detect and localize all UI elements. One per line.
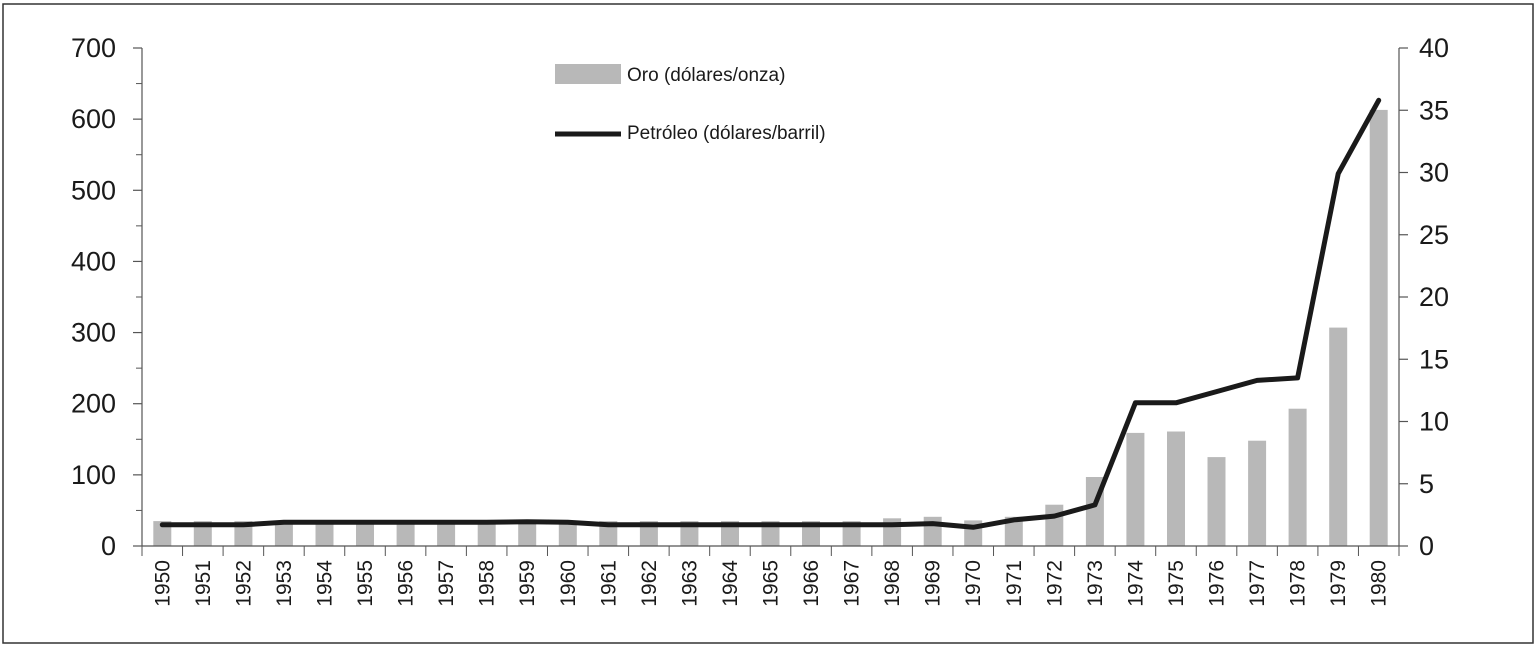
- x-tick-label-1964: 1964: [719, 560, 742, 607]
- right-tick-label: 15: [1419, 344, 1449, 374]
- left-tick-label: 100: [71, 460, 116, 490]
- left-tick-label: 0: [101, 531, 116, 561]
- bar-1951: [193, 521, 212, 546]
- bar-1963: [680, 521, 699, 546]
- x-tick-label-1963: 1963: [678, 560, 701, 607]
- bar-1977: [1248, 440, 1267, 546]
- bar-1980: [1369, 109, 1388, 547]
- bar-1953: [274, 521, 293, 546]
- right-tick-label: 5: [1419, 469, 1434, 499]
- x-tick-label-1978: 1978: [1287, 560, 1310, 607]
- left-tick-label: 500: [71, 175, 116, 205]
- x-tick-label-1959: 1959: [516, 560, 539, 607]
- bar-1961: [599, 521, 618, 546]
- bar-1956: [396, 521, 415, 546]
- bar-1965: [761, 521, 780, 546]
- x-tick-label-1976: 1976: [1206, 560, 1229, 607]
- bar-1967: [842, 521, 861, 546]
- legend-label-petroleo: Petróleo (dólares/barril): [627, 123, 826, 144]
- bar-1957: [437, 521, 456, 546]
- axes-layer: 0 100 200 300 400 500 600 700 0 5 10 15 20 25 30 35 40 19…: [71, 33, 1449, 607]
- bar-1964: [721, 521, 739, 546]
- petroleo-line: [159, 97, 1382, 530]
- left-tick-label: 600: [71, 104, 116, 134]
- right-tick-label: 10: [1419, 407, 1449, 437]
- x-tick-label-1955: 1955: [354, 560, 377, 607]
- x-tick-label-1970: 1970: [962, 560, 985, 607]
- bar-1971: [1004, 516, 1023, 546]
- bar-1972: [1045, 504, 1064, 546]
- legend: Oro (dólares/onza) Petróleo (dólares/barr…: [555, 64, 826, 144]
- bar-1960: [558, 521, 577, 546]
- x-tick-label-1966: 1966: [800, 560, 823, 607]
- bar-1966: [802, 521, 820, 546]
- x-tick-label-1972: 1972: [1043, 560, 1066, 607]
- legend-label-oro: Oro (dólares/onza): [627, 65, 785, 86]
- legend-swatch-oro: [555, 64, 621, 84]
- x-tick-label-1956: 1956: [395, 560, 418, 607]
- x-tick-label-1965: 1965: [760, 560, 783, 607]
- right-tick-label: 25: [1419, 220, 1449, 250]
- x-tick-label-1979: 1979: [1327, 560, 1350, 607]
- x-tick-label-1951: 1951: [192, 560, 215, 607]
- x-tick-label-1961: 1961: [597, 560, 620, 607]
- x-tick-label-1975: 1975: [1165, 560, 1188, 607]
- bar-1975: [1167, 431, 1185, 546]
- x-tick-label-1971: 1971: [1003, 560, 1026, 607]
- x-tick-label-1952: 1952: [232, 560, 255, 607]
- left-tick-label: 200: [71, 389, 116, 419]
- bar-1979: [1329, 327, 1348, 546]
- x-tick-label-1973: 1973: [1084, 560, 1107, 607]
- x-tick-label-1953: 1953: [273, 560, 296, 607]
- bar-1950: [153, 521, 172, 546]
- bar-1978: [1288, 408, 1307, 546]
- right-tick-label: 20: [1419, 282, 1449, 312]
- bar-1976: [1207, 457, 1226, 546]
- x-tick-label-1958: 1958: [476, 560, 499, 607]
- x-tick-label-1980: 1980: [1368, 560, 1391, 607]
- x-tick-label-1950: 1950: [151, 560, 174, 607]
- bars-layer: [153, 109, 1388, 547]
- x-tick-label-1957: 1957: [435, 560, 458, 607]
- bar-1955: [356, 521, 374, 546]
- right-tick-label: 35: [1419, 95, 1449, 125]
- right-tick-label: 40: [1419, 33, 1449, 63]
- right-tick-label: 0: [1419, 531, 1434, 561]
- x-tick-label-1977: 1977: [1246, 560, 1269, 607]
- bar-1958: [477, 521, 496, 546]
- bar-1954: [315, 521, 334, 546]
- x-tick-label-1960: 1960: [557, 560, 580, 607]
- x-tick-label-1968: 1968: [881, 560, 904, 607]
- right-tick-label: 30: [1419, 158, 1449, 188]
- bar-1962: [639, 521, 658, 546]
- bar-1974: [1126, 432, 1145, 546]
- line-layer: [159, 97, 1382, 530]
- bar-1959: [518, 521, 537, 546]
- x-tick-label-1954: 1954: [313, 560, 336, 607]
- x-tick-label-1974: 1974: [1124, 560, 1147, 607]
- x-tick-label-1962: 1962: [638, 560, 661, 607]
- x-tick-label-1969: 1969: [922, 560, 945, 607]
- left-tick-label: 300: [71, 318, 116, 348]
- x-tick-label-1967: 1967: [841, 560, 864, 607]
- left-tick-label: 400: [71, 246, 116, 276]
- chart-border: [2, 3, 1534, 644]
- bar-1952: [234, 521, 253, 546]
- left-tick-label: 700: [71, 33, 116, 63]
